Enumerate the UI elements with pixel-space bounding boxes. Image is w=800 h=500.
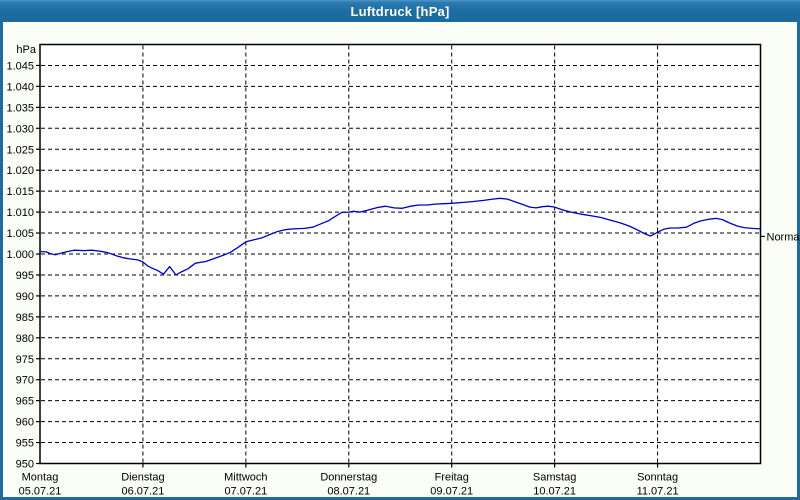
pressure-chart: 950 955 960 965 970 975 980 985 990 995 1.000 1.005… (6, 43, 800, 498)
date-label: 07.07.21 (224, 486, 267, 498)
weekday-label: Freitag (435, 472, 469, 484)
y-axis-label: 1.005 (6, 228, 34, 240)
x-axis-day-label: Sonntag 11.07.21 (637, 472, 679, 498)
weekday-label: Sonntag (637, 472, 678, 484)
x-axis-day-label: Montag 05.07.21 (19, 472, 62, 498)
y-axis-label: 985 (16, 312, 34, 324)
y-axis-label: 980 (16, 333, 34, 345)
y-axis-label: 1.035 (6, 102, 34, 114)
y-axis-label: 1.015 (6, 186, 34, 198)
date-label: 08.07.21 (327, 486, 370, 498)
y-axis-label: 950 (16, 459, 34, 471)
x-axis-day-label: Samstag 10.07.21 (533, 472, 576, 498)
y-axis-labels: 950 955 960 965 970 975 980 985 990 995 1.000 1.005… (6, 60, 34, 470)
y-axis-unit-label: hPa (16, 44, 36, 56)
y-axis-label: 1.040 (6, 81, 34, 93)
y-axis-label: 1.045 (6, 60, 34, 72)
y-axis-label: 1.010 (6, 207, 34, 219)
date-label: 05.07.21 (19, 486, 62, 498)
pressure-line (39, 197, 761, 276)
window-title: Luftdruck [hPa] (350, 3, 450, 19)
x-axis-day-label: Freitag 09.07.21 (430, 472, 473, 498)
y-axis-label: 965 (16, 396, 34, 408)
date-label: 11.07.21 (637, 486, 679, 498)
normal-label: Normal (767, 231, 800, 243)
y-axis-label: 1.025 (6, 144, 34, 156)
y-axis-label: 995 (16, 270, 34, 282)
date-label: 10.07.21 (533, 486, 576, 498)
weekday-label: Montag (22, 472, 59, 484)
weekday-label: Dienstag (121, 472, 164, 484)
weekday-label: Samstag (533, 472, 576, 484)
title-bar: Luftdruck [hPa] (0, 0, 800, 22)
x-axis-day-label: Mittwoch 07.07.21 (224, 472, 267, 498)
y-axis-label: 990 (16, 291, 34, 303)
x-axis-labels: Montag 05.07.21 Dienstag 06.07.21 Mittwoch 07… (19, 472, 679, 498)
chart-panel: 950 955 960 965 970 975 980 985 990 995 1.000 1.005… (0, 22, 800, 500)
y-axis-label: 955 (16, 438, 34, 450)
y-axis-label: 1.030 (6, 123, 34, 135)
y-axis-label: 970 (16, 375, 34, 387)
weekday-label: Mittwoch (224, 472, 267, 484)
y-axis-label: 960 (16, 417, 34, 429)
y-axis-label: 1.020 (6, 165, 34, 177)
x-axis-day-label: Donnerstag 08.07.21 (320, 472, 377, 498)
y-gridlines (41, 64, 760, 444)
date-label: 09.07.21 (430, 486, 473, 498)
date-label: 06.07.21 (122, 486, 165, 498)
axis-ticks (36, 64, 659, 468)
x-axis-day-label: Dienstag 06.07.21 (121, 472, 164, 498)
y-axis-label: 975 (16, 354, 34, 366)
y-axis-label: 1.000 (6, 249, 34, 261)
normal-marker: Normal (760, 231, 800, 243)
weekday-label: Donnerstag (320, 472, 377, 484)
